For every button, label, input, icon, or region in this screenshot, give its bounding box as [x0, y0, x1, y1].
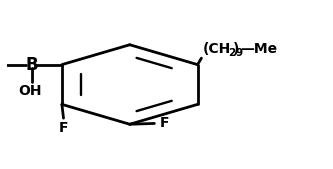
Text: 9: 9 [236, 48, 243, 58]
Text: OH: OH [18, 84, 42, 98]
Text: ): ) [232, 42, 239, 56]
Text: B: B [25, 56, 38, 74]
Text: —Me: —Me [240, 42, 277, 56]
Text: (CH: (CH [203, 42, 231, 56]
Text: F: F [160, 116, 169, 130]
Text: 2: 2 [228, 48, 235, 58]
Text: F: F [59, 121, 68, 135]
